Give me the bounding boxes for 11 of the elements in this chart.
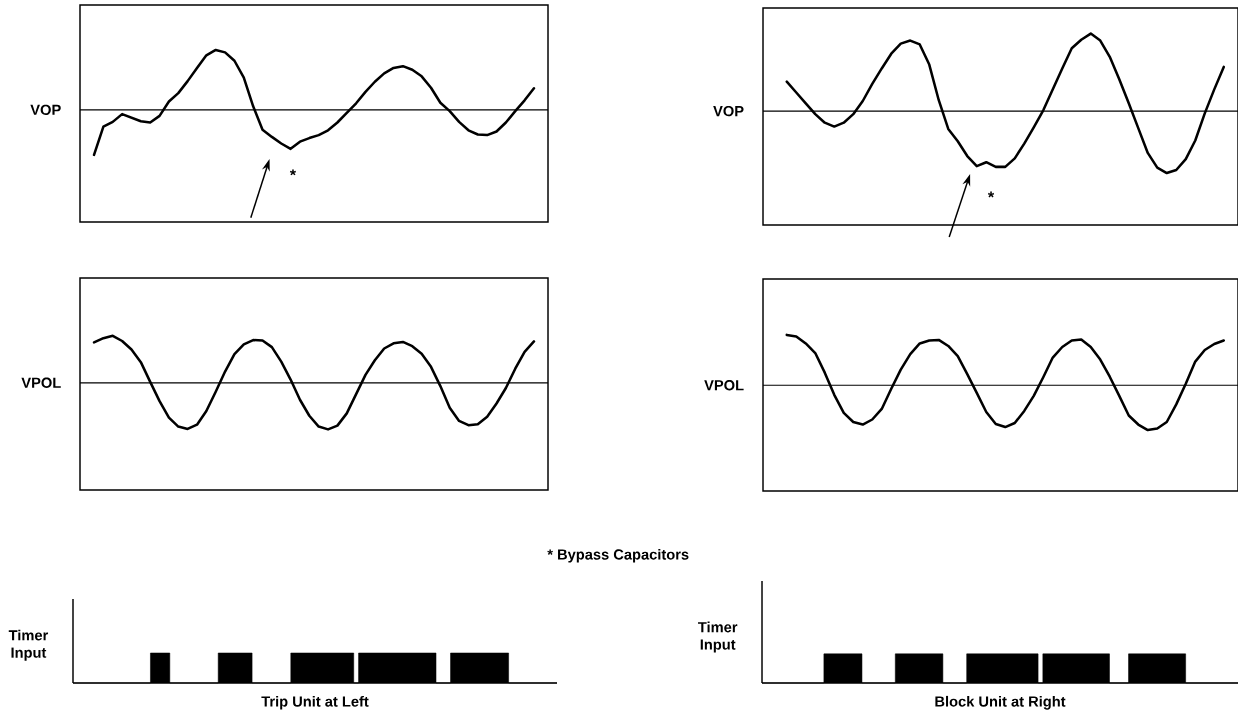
x-axis-title: Trip Unit at Left — [261, 695, 369, 710]
y-axis-title: Timer Input — [698, 621, 738, 653]
y-axis-title: VPOL — [21, 377, 61, 388]
text: * — [289, 169, 297, 176]
text: * Bypass Capacitors — [547, 548, 689, 563]
x-axis-title: Block Unit at Right — [935, 695, 1066, 710]
y-axis-title: VOP — [713, 105, 744, 117]
y-axis-title: VOP — [30, 104, 61, 116]
y-axis-title: Timer Input — [8, 629, 49, 661]
text: * — [987, 191, 995, 198]
y-axis-title: VPOL — [704, 380, 744, 391]
